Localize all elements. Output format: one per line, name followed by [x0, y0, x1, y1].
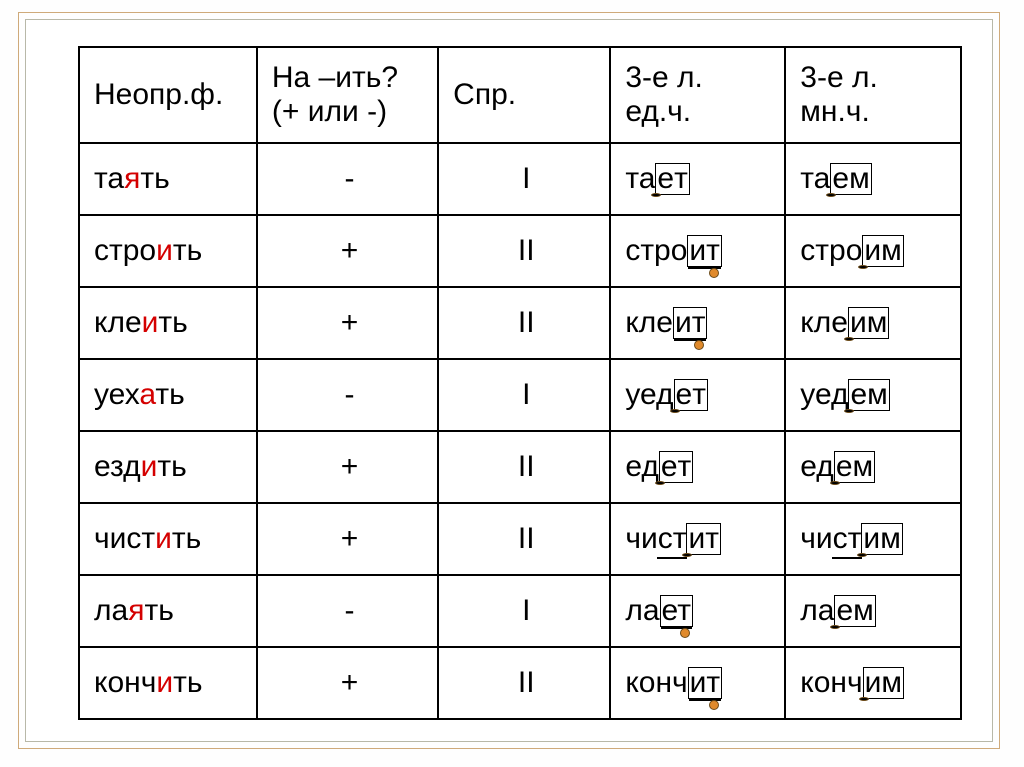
table-body: таять-Iтаеттаемстроить+IIстроит строимкл…: [79, 143, 961, 719]
cell-na-it: -: [257, 575, 438, 647]
cell-infinitive: строить: [79, 215, 257, 287]
cell-3sg: уедет: [610, 359, 785, 431]
cell-na-it: +: [257, 503, 438, 575]
table-row: уехать-Iуедетуедем: [79, 359, 961, 431]
cell-infinitive: лаять: [79, 575, 257, 647]
table-row: кончить+IIкончит кончим: [79, 647, 961, 719]
cell-3pl: строим: [785, 215, 961, 287]
cell-infinitive: таять: [79, 143, 257, 215]
cell-3sg: едет: [610, 431, 785, 503]
cell-3pl: кончим: [785, 647, 961, 719]
cell-conjugation: II: [438, 215, 610, 287]
cell-na-it: -: [257, 359, 438, 431]
cell-conjugation: II: [438, 647, 610, 719]
table-row: лаять-Iлает лаем: [79, 575, 961, 647]
cell-infinitive: уехать: [79, 359, 257, 431]
conjugation-table: Неопр.ф. На –ить? (+ или -) Спр. 3-е л. …: [78, 46, 962, 720]
cell-3sg: тает: [610, 143, 785, 215]
cell-na-it: +: [257, 647, 438, 719]
slide-frame-outer: Неопр.ф. На –ить? (+ или -) Спр. 3-е л. …: [18, 12, 1000, 749]
cell-3sg: чистит: [610, 503, 785, 575]
col-conjugation: Спр.: [438, 47, 610, 143]
table-row: строить+IIстроит строим: [79, 215, 961, 287]
col-3pl: 3-е л. мн.ч.: [785, 47, 961, 143]
col-infinitive: Неопр.ф.: [79, 47, 257, 143]
cell-conjugation: I: [438, 143, 610, 215]
cell-3pl: таем: [785, 143, 961, 215]
slide-frame-inner: Неопр.ф. На –ить? (+ или -) Спр. 3-е л. …: [25, 19, 993, 742]
cell-conjugation: I: [438, 359, 610, 431]
table-row: клеить+IIклеит клеим: [79, 287, 961, 359]
content-area: Неопр.ф. На –ить? (+ или -) Спр. 3-е л. …: [26, 20, 992, 740]
cell-3sg: строит: [610, 215, 785, 287]
table-header-row: Неопр.ф. На –ить? (+ или -) Спр. 3-е л. …: [79, 47, 961, 143]
cell-conjugation: II: [438, 431, 610, 503]
cell-na-it: +: [257, 287, 438, 359]
cell-conjugation: I: [438, 575, 610, 647]
cell-na-it: -: [257, 143, 438, 215]
cell-3sg: клеит: [610, 287, 785, 359]
cell-infinitive: клеить: [79, 287, 257, 359]
cell-3sg: кончит: [610, 647, 785, 719]
cell-conjugation: II: [438, 503, 610, 575]
col-na-it: На –ить? (+ или -): [257, 47, 438, 143]
cell-infinitive: кончить: [79, 647, 257, 719]
cell-conjugation: II: [438, 287, 610, 359]
col-3sg: 3-е л. ед.ч.: [610, 47, 785, 143]
table-row: таять-Iтаеттаем: [79, 143, 961, 215]
cell-infinitive: ездить: [79, 431, 257, 503]
table-row: ездить+IIедетедем: [79, 431, 961, 503]
cell-3pl: лаем: [785, 575, 961, 647]
cell-3pl: чистим: [785, 503, 961, 575]
cell-3sg: лает: [610, 575, 785, 647]
table-row: чистить+IIчиститчистим: [79, 503, 961, 575]
cell-na-it: +: [257, 431, 438, 503]
cell-infinitive: чистить: [79, 503, 257, 575]
cell-3pl: клеим: [785, 287, 961, 359]
cell-3pl: уедем: [785, 359, 961, 431]
cell-na-it: +: [257, 215, 438, 287]
cell-3pl: едем: [785, 431, 961, 503]
